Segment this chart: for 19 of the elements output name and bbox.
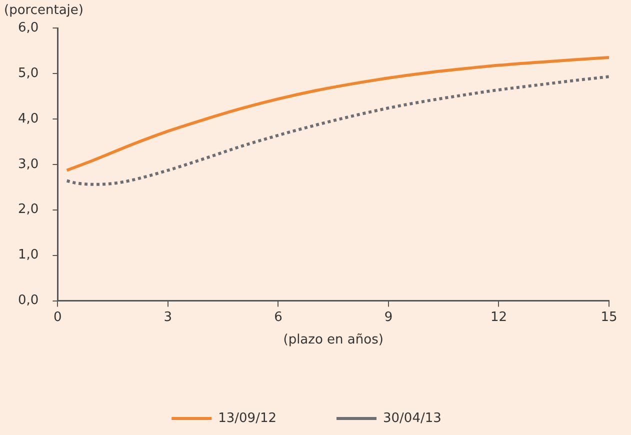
y-axis-title: (porcentaje): [4, 2, 84, 18]
x-tick-label: 3: [164, 310, 172, 325]
x-axis-title: (plazo en años): [283, 332, 384, 348]
y-tick-label: 2,0: [18, 202, 39, 218]
y-tick-label: 3,0: [18, 156, 39, 172]
legend-label: 30/04/13: [383, 410, 442, 426]
x-tick-label: 15: [600, 310, 618, 325]
x-tick-label: 6: [274, 310, 282, 325]
y-tick-label: 1,0: [18, 248, 39, 263]
y-tick-label: 4,0: [18, 111, 39, 126]
y-tick-label: 5,0: [18, 66, 39, 81]
line-series: [65, 75, 609, 186]
x-tick-label: 12: [490, 310, 508, 325]
x-tick-label: 9: [384, 310, 393, 325]
line-series: [65, 56, 609, 172]
x-tick-label: 0: [54, 310, 62, 325]
y-tick-label: 6,0: [18, 20, 39, 36]
y-tick-label: 0,0: [18, 293, 39, 308]
legend-label: 13/09/12: [218, 410, 277, 426]
